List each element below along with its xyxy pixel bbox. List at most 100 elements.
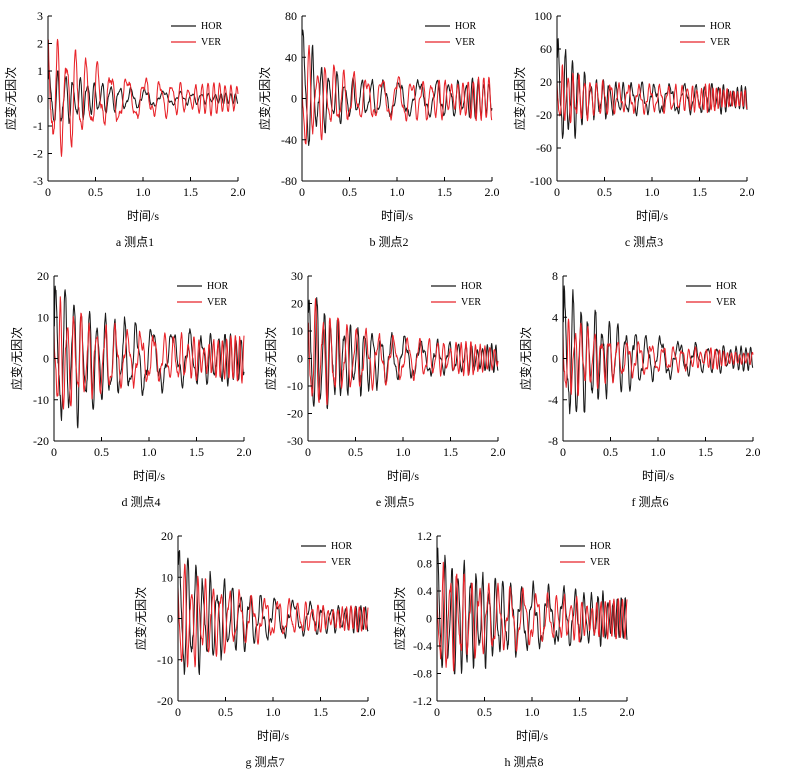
panel-caption: h 测点8 <box>504 755 543 769</box>
y-axis-label: 应变/无因次 <box>3 67 18 130</box>
x-tick-label: 0.5 <box>477 705 492 719</box>
legend-label-hor: HOR <box>331 541 352 552</box>
x-tick-label: 1.5 <box>437 185 452 199</box>
y-tick-label: 0 <box>291 92 297 106</box>
x-tick-label: 1.5 <box>189 445 204 459</box>
x-tick-label: 2.0 <box>740 185 755 199</box>
x-axis-label: 时间/s <box>257 729 289 743</box>
y-tick-label: -20 <box>536 108 552 122</box>
y-tick-label: 10 <box>291 324 303 338</box>
legend-label-ver: VER <box>461 297 481 308</box>
y-tick-label: 0 <box>552 352 558 366</box>
legend-label-ver: VER <box>207 297 227 308</box>
legend: HOR VER <box>301 541 352 568</box>
y-tick-label: 2 <box>37 37 43 51</box>
y-axis-label: 应变/无因次 <box>518 327 533 390</box>
y-tick-label: 0.4 <box>417 584 432 598</box>
legend: HOR VER <box>560 541 611 568</box>
x-axis-label: 时间/s <box>133 469 165 483</box>
y-tick-label: -60 <box>536 141 552 155</box>
y-tick-label: 1.2 <box>417 529 432 543</box>
x-tick-label: 1.5 <box>692 185 707 199</box>
chart-panel-f: -8 -4 0 4 8 0 0.5 1.0 1.5 2.0 时间/s 应变/无因次 f 测点6 HOR VE… <box>518 269 761 509</box>
y-tick-label: -20 <box>33 434 49 448</box>
x-tick-label: 1.0 <box>266 705 281 719</box>
y-tick-label: 0 <box>426 612 432 626</box>
y-axis-label: 应变/无因次 <box>257 67 272 130</box>
y-tick-label: -100 <box>530 174 552 188</box>
x-tick-label: 1.0 <box>142 445 157 459</box>
y-tick-label: -2 <box>33 147 43 161</box>
x-tick-label: 0 <box>299 185 305 199</box>
y-axis-label: 应变/无因次 <box>392 587 407 650</box>
legend-label-hor: HOR <box>201 21 222 32</box>
y-axis-label: 应变/无因次 <box>9 327 24 390</box>
x-tick-label: 2.0 <box>491 445 506 459</box>
y-axis-label: 应变/无因次 <box>133 587 148 650</box>
y-tick-label: -20 <box>157 694 173 708</box>
legend-label-hor: HOR <box>590 541 611 552</box>
y-tick-label: -1.2 <box>413 694 432 708</box>
panel-caption: d 测点4 <box>121 495 160 509</box>
legend-label-hor: HOR <box>710 21 731 32</box>
legend-label-hor: HOR <box>207 281 228 292</box>
y-tick-label: -20 <box>287 407 303 421</box>
legend: HOR VER <box>680 21 731 48</box>
y-tick-label: 10 <box>37 310 49 324</box>
y-tick-label: 20 <box>291 297 303 311</box>
chart-panel-g: -20 -10 0 10 20 0 0.5 1.0 1.5 2.0 时间/s 应变/无因次 g 测点7 H… <box>133 529 376 769</box>
x-tick-label: 0 <box>51 445 57 459</box>
x-tick-label: 0.5 <box>603 445 618 459</box>
x-tick-label: 0 <box>45 185 51 199</box>
x-axis-label: 时间/s <box>636 209 668 223</box>
legend: HOR VER <box>425 21 476 48</box>
y-tick-label: 40 <box>285 50 297 64</box>
panel-caption: g 测点7 <box>245 755 284 769</box>
x-tick-label: 1.0 <box>396 445 411 459</box>
y-tick-label: 10 <box>161 570 173 584</box>
chart-panel-a: -3 -2 -1 0 1 2 3 0 0.5 1.0 1.5 2.0 时间/s 应变/无因次 a 测点1 HO… <box>3 9 246 249</box>
y-tick-label: 1 <box>37 64 43 78</box>
series-line-hor <box>562 285 754 415</box>
y-tick-label: 20 <box>161 529 173 543</box>
chart-panel-e: -30 -20 -10 0 10 20 30 0 0.5 1.0 1.5 2.0 时间/s 应变/无因次 e… <box>263 269 506 509</box>
series-line-ver <box>562 318 754 397</box>
x-tick-label: 0 <box>560 445 566 459</box>
x-tick-label: 2.0 <box>746 445 761 459</box>
y-tick-label: -4 <box>548 393 558 407</box>
y-tick-label: 0 <box>167 612 173 626</box>
x-tick-label: 0 <box>434 705 440 719</box>
series-line-ver <box>556 64 748 124</box>
x-tick-label: 1.0 <box>645 185 660 199</box>
x-tick-label: 0 <box>554 185 560 199</box>
x-tick-label: 1.5 <box>698 445 713 459</box>
x-tick-label: 1.0 <box>136 185 151 199</box>
x-tick-label: 1.5 <box>443 445 458 459</box>
legend-label-hor: HOR <box>455 21 476 32</box>
x-tick-label: 0.5 <box>342 185 357 199</box>
legend: HOR VER <box>177 281 228 308</box>
x-tick-label: 2.0 <box>361 705 376 719</box>
y-tick-label: -80 <box>281 174 297 188</box>
y-tick-label: 100 <box>534 9 552 23</box>
y-tick-label: -0.8 <box>413 667 432 681</box>
y-tick-label: 30 <box>291 269 303 283</box>
x-tick-label: 0 <box>305 445 311 459</box>
legend-label-ver: VER <box>710 37 730 48</box>
x-tick-label: 0.5 <box>94 445 109 459</box>
chart-panel-h: -1.2 -0.8 -0.4 0 0.4 0.8 1.2 0 0.5 1.0 1.5 2.0 时间/s 应… <box>392 529 635 769</box>
chart-panel-b: -80 -40 0 40 80 0 0.5 1.0 1.5 2.0 时间/s 应变/无因次 b 测点2 H… <box>257 9 500 249</box>
y-tick-label: 4 <box>552 310 558 324</box>
panel-caption: b 测点2 <box>369 235 408 249</box>
y-tick-label: 0.8 <box>417 557 432 571</box>
y-tick-label: -0.4 <box>413 639 432 653</box>
x-tick-label: 2.0 <box>485 185 500 199</box>
x-axis-label: 时间/s <box>381 209 413 223</box>
y-tick-label: -10 <box>33 393 49 407</box>
panel-caption: e 测点5 <box>376 495 414 509</box>
panel-caption: a 测点1 <box>116 235 154 249</box>
x-axis-label: 时间/s <box>642 469 674 483</box>
y-tick-label: 0 <box>37 92 43 106</box>
y-tick-label: 0 <box>297 352 303 366</box>
